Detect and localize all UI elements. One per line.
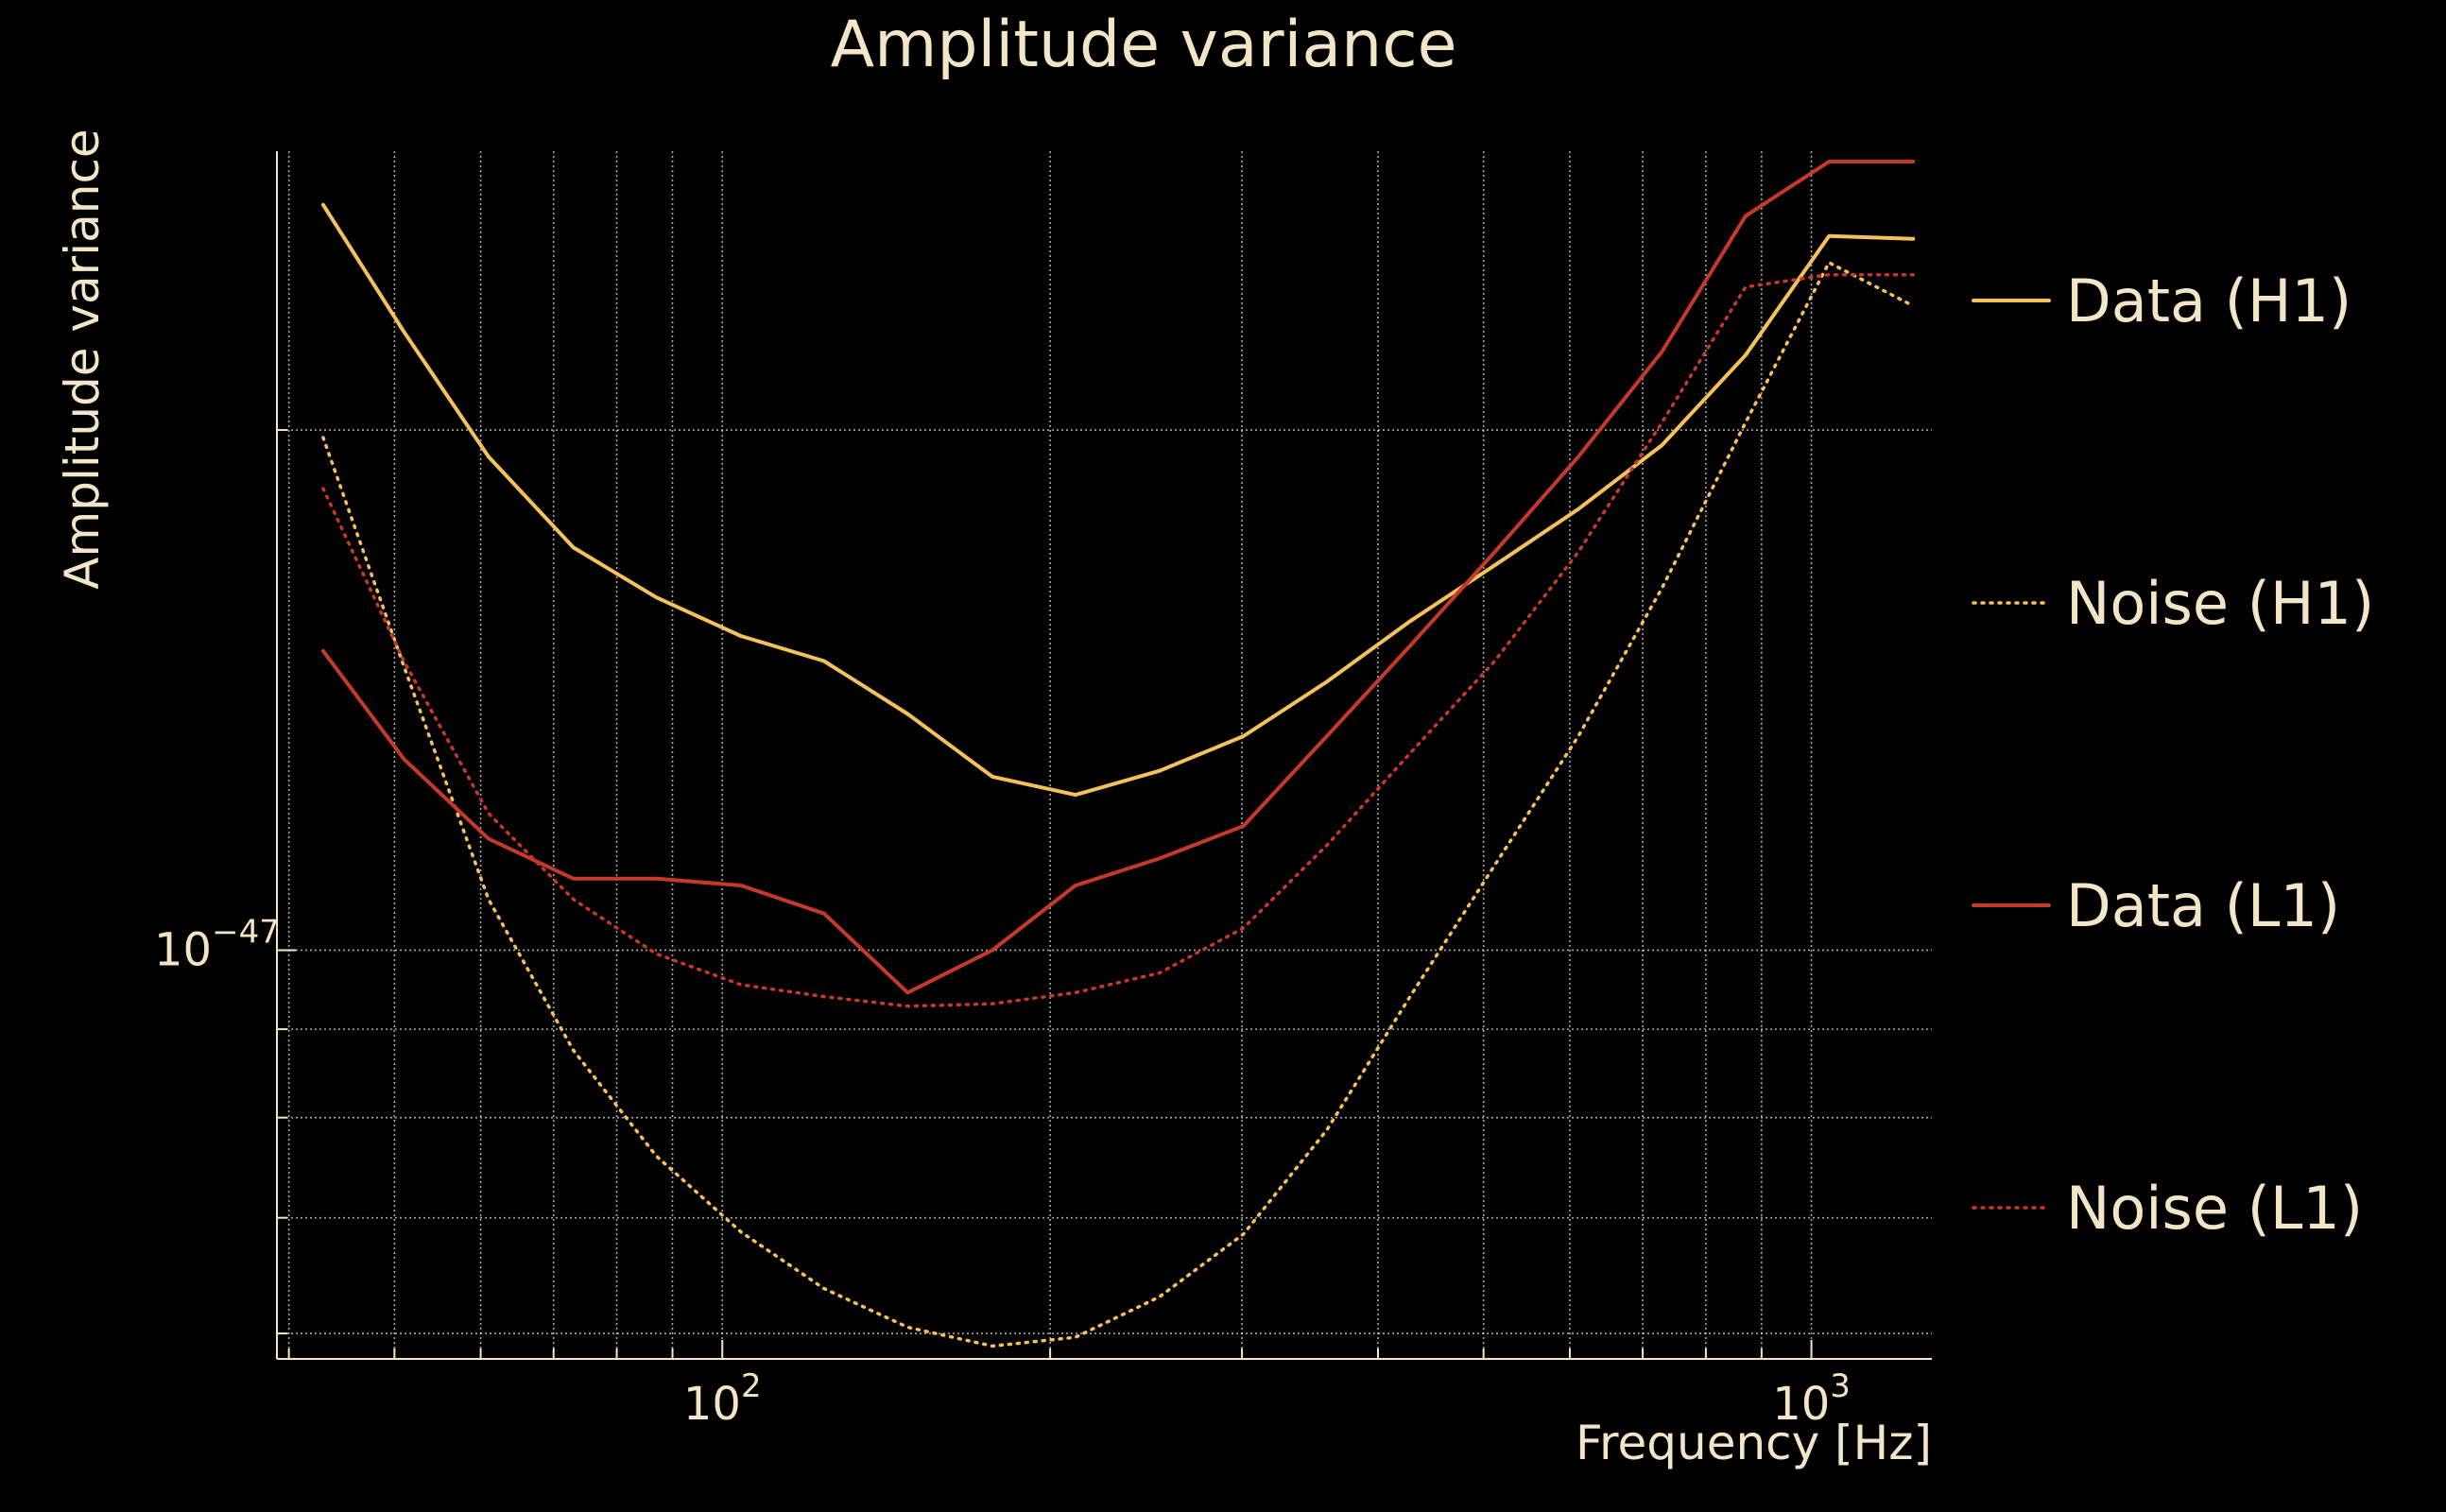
x-axis-label: Frequency [Hz] [1576,1416,1932,1470]
axes: 102 103 10−47 [154,151,1932,1431]
y-axis-label: Amplitude variance [55,129,110,589]
legend-label-data-l1: Data (L1) [2066,871,2340,940]
series-line-data-l1 [320,160,1916,995]
legend[interactable]: Data (H1) Noise (H1) Data (L1) Noise (L1) [1972,266,2374,1243]
series-line-noise-h1 [321,261,1915,1349]
y-tick-label: 10−47 [154,913,280,976]
series-line-noise-l1 [321,272,1915,1008]
legend-label-noise-l1: Noise (L1) [2066,1174,2363,1243]
legend-label-data-h1: Data (H1) [2066,266,2351,335]
x-tick-label: 103 [1772,1367,1851,1431]
chart-title: Amplitude variance [831,8,1457,82]
grid [277,151,1932,1359]
series-line-data-h1 [320,202,1916,798]
x-tick-label: 102 [683,1367,762,1431]
series-lines [320,160,1916,1349]
legend-label-noise-h1: Noise (H1) [2066,569,2374,638]
